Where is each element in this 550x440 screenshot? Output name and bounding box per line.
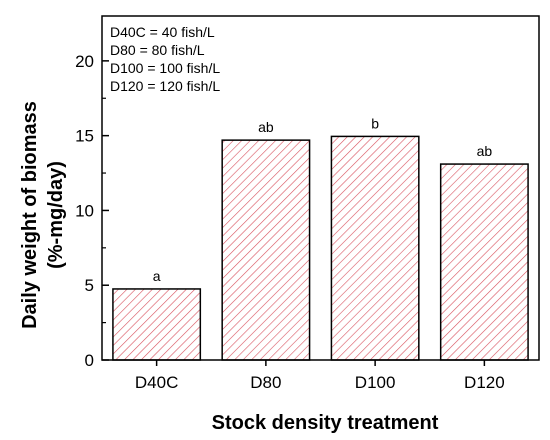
x-tick-label-d100: D100: [355, 373, 396, 392]
significance-label-d80: ab: [258, 119, 274, 135]
x-axis-title: Stock density treatment: [212, 412, 439, 434]
y-tick-label: 10: [75, 201, 94, 220]
x-axis-ticks: D40C D80 D100 D120: [135, 360, 505, 392]
y-tick-label: 15: [75, 127, 94, 146]
y-axis-title-line-1: Daily weight of biomass: [19, 101, 41, 329]
legend: D40C = 40 fish/L D80 = 80 fish/L D100 = …: [110, 24, 220, 94]
bar-d40c: [112, 288, 202, 361]
significance-labels: a ab b ab: [153, 115, 493, 284]
significance-label-d40c: a: [153, 268, 161, 284]
legend-line-d40c: D40C = 40 fish/L: [110, 24, 215, 40]
x-tick-label-d40c: D40C: [135, 373, 178, 392]
significance-label-d120: ab: [477, 143, 493, 159]
y-axis-title: Daily weight of biomass (%-mg/day): [19, 101, 67, 329]
y-tick-label: 0: [85, 351, 94, 370]
legend-line-d80: D80 = 80 fish/L: [110, 42, 205, 58]
x-tick-label-d80: D80: [250, 373, 281, 392]
bar-d120: [439, 163, 529, 361]
bar-d80: [221, 139, 311, 361]
bars-group: [112, 135, 529, 361]
y-tick-label: 20: [75, 52, 94, 71]
x-tick-label-d120: D120: [464, 373, 505, 392]
bar-d100: [330, 135, 420, 361]
y-tick-label: 5: [85, 276, 94, 295]
significance-label-d100: b: [371, 115, 379, 131]
legend-line-d100: D100 = 100 fish/L: [110, 60, 220, 76]
plot-frame: [101, 15, 540, 361]
y-axis-ticks: 0 5 10 15 20: [75, 52, 109, 370]
y-axis-title-line-2: (%-mg/day): [45, 161, 67, 269]
legend-line-d120: D120 = 120 fish/L: [110, 78, 220, 94]
